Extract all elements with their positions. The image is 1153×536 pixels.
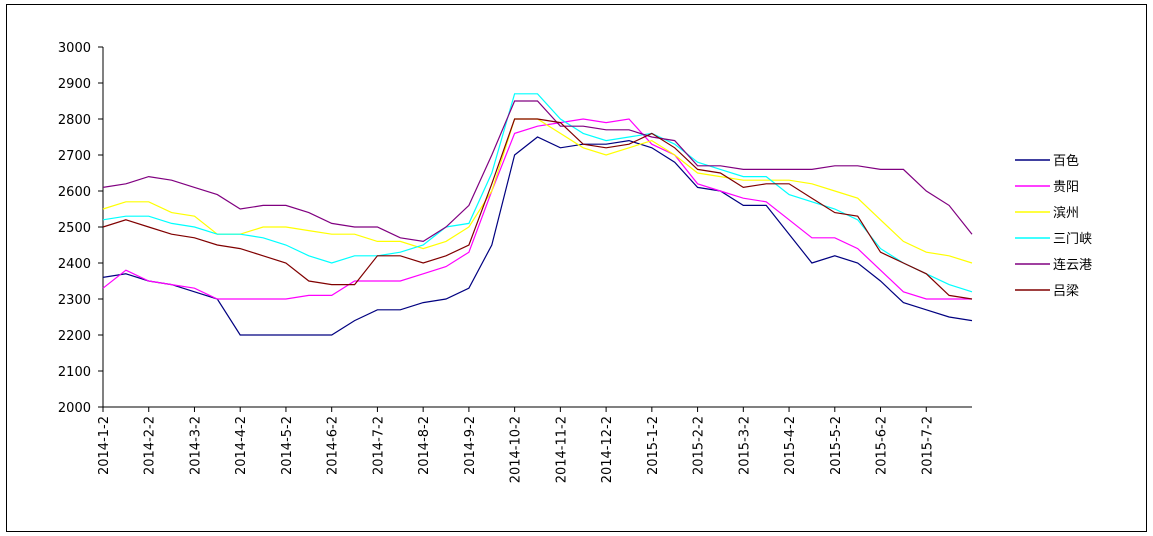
y-tick-label: 2600 bbox=[58, 185, 91, 200]
x-tick-label: 2014-5-2 bbox=[280, 416, 295, 475]
x-tick-label: 2015-2-2 bbox=[692, 416, 707, 475]
legend-label: 吕梁 bbox=[1053, 284, 1079, 299]
series-line bbox=[102, 118, 973, 300]
legend-label: 百色 bbox=[1053, 153, 1079, 169]
x-tick-label: 2014-7-2 bbox=[371, 416, 386, 475]
x-tick-label: 2014-10-2 bbox=[509, 416, 524, 483]
legend-label: 滨州 bbox=[1053, 205, 1079, 221]
x-tick-label: 2014-11-2 bbox=[554, 416, 569, 483]
legend-label: 贵阳 bbox=[1053, 180, 1079, 195]
x-tick-label: 2014-3-2 bbox=[188, 416, 203, 475]
x-tick-label: 2014-9-2 bbox=[463, 416, 478, 475]
x-tick-label: 2014-4-2 bbox=[234, 416, 249, 475]
x-tick-label: 2014-1-2 bbox=[97, 416, 112, 475]
y-tick-label: 2300 bbox=[58, 293, 91, 308]
legend-label: 连云港 bbox=[1053, 257, 1092, 273]
series-line bbox=[102, 118, 972, 300]
y-tick-label: 2500 bbox=[58, 221, 91, 236]
x-tick-label: 2014-6-2 bbox=[326, 416, 341, 475]
y-tick-label: 2000 bbox=[58, 401, 91, 416]
x-tick-label: 2015-4-2 bbox=[783, 416, 798, 475]
series-line bbox=[102, 100, 973, 243]
x-tick-label: 2014-8-2 bbox=[417, 416, 432, 475]
x-tick-label: 2015-6-2 bbox=[875, 416, 890, 475]
y-tick-label: 2200 bbox=[58, 329, 91, 344]
y-tick-label: 2800 bbox=[58, 113, 91, 128]
chart-frame bbox=[6, 4, 1147, 532]
y-tick-label: 3000 bbox=[58, 41, 91, 56]
x-tick-label: 2015-1-2 bbox=[646, 416, 661, 475]
y-tick-label: 2900 bbox=[58, 77, 91, 92]
x-tick-label: 2014-2-2 bbox=[143, 416, 158, 475]
series-line bbox=[102, 93, 973, 293]
legend-label: 三门峡 bbox=[1053, 232, 1092, 247]
x-tick-label: 2014-12-2 bbox=[600, 416, 615, 483]
series-line bbox=[102, 136, 973, 336]
y-tick-label: 2400 bbox=[58, 257, 91, 272]
x-tick-label: 2015-7-2 bbox=[920, 416, 935, 475]
y-tick-label: 2700 bbox=[58, 149, 91, 164]
y-tick-label: 2100 bbox=[58, 365, 91, 380]
x-tick-label: 2015-3-2 bbox=[737, 416, 752, 475]
x-tick-label: 2015-5-2 bbox=[829, 416, 844, 475]
